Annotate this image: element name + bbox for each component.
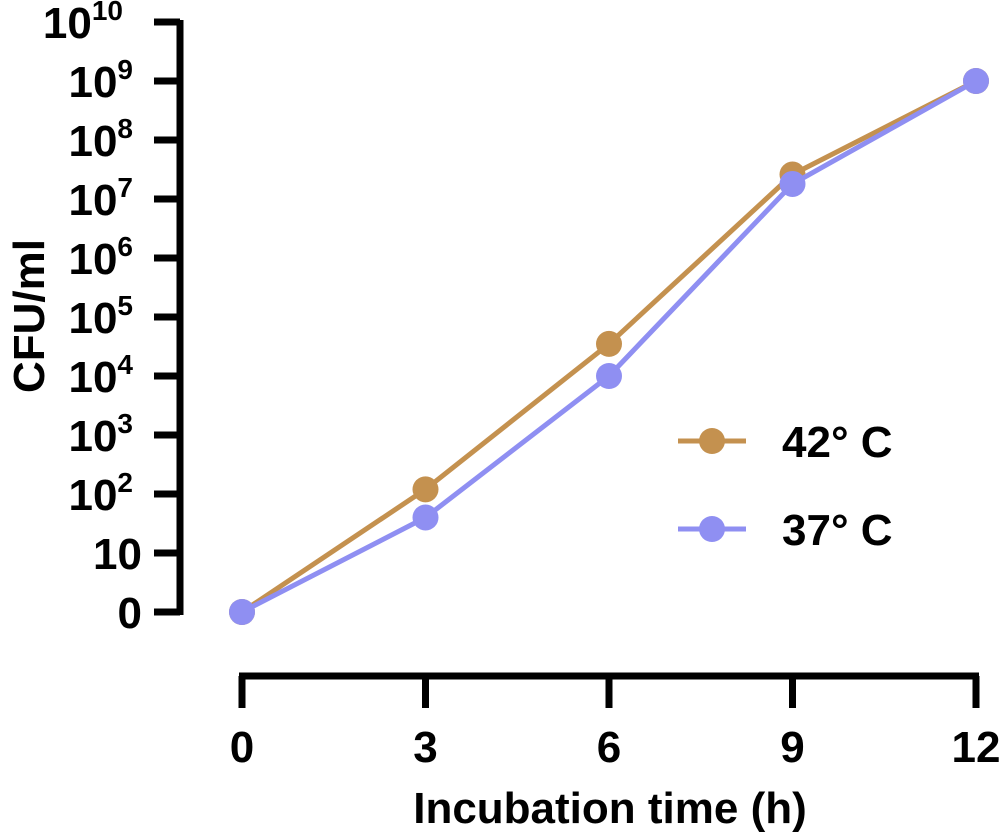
legend-label: 42° C [782, 418, 893, 467]
data-point [963, 68, 989, 94]
y-tick-label: 107 [68, 172, 133, 225]
y-axis-title: CFU/ml [5, 239, 54, 393]
data-point [596, 330, 622, 357]
y-tick-label: 105 [68, 290, 133, 343]
y-tick-label: 10 [93, 530, 142, 579]
data-point [412, 504, 439, 531]
legend-marker [699, 516, 725, 542]
data-point [229, 599, 255, 625]
y-tick-label: 0 [118, 589, 142, 638]
y-tick-label: 106 [68, 231, 133, 284]
data-point [779, 170, 806, 197]
y-tick-label: 108 [68, 113, 133, 166]
x-tick-label: 12 [952, 723, 1001, 772]
x-tick-label: 9 [780, 723, 804, 772]
x-axis-title: Incubation time (h) [413, 784, 807, 833]
x-tick-label: 6 [597, 723, 621, 772]
plot-area [229, 68, 989, 625]
x-tick-label: 3 [413, 723, 437, 772]
data-point [596, 363, 622, 389]
y-tick-label: 103 [68, 408, 133, 461]
y-tick-label: 102 [68, 467, 133, 520]
legend-label: 37° C [782, 506, 893, 555]
legend-marker [699, 428, 725, 454]
x-axis: 0 3 6 9 12 [230, 672, 1001, 772]
y-tick-label: 104 [68, 349, 133, 402]
y-axis: 0 10 102 103 104 105 106 107 108 109 1010 [43, 0, 184, 638]
data-point [412, 476, 439, 503]
y-tick-label: 1010 [43, 0, 123, 48]
y-tick-label: 109 [68, 54, 133, 107]
x-tick-label: 0 [230, 723, 254, 772]
legend: 42° C 37° C [678, 418, 893, 555]
